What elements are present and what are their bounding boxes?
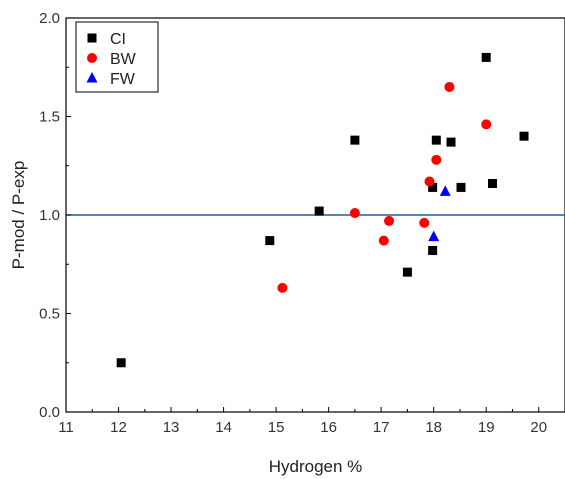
data-point-ci: [432, 136, 441, 145]
legend-label-fw: FW: [110, 71, 136, 88]
data-point-bw: [444, 82, 454, 92]
data-point-bw: [481, 119, 491, 129]
data-point-ci: [456, 183, 465, 192]
y-tick-label: 1.5: [39, 109, 60, 126]
data-point-ci: [117, 358, 126, 367]
y-tick-label: 0.0: [39, 404, 60, 421]
y-tick-label: 0.5: [39, 306, 60, 323]
data-point-ci: [482, 53, 491, 62]
data-point-ci: [403, 268, 412, 277]
legend-label-ci: CI: [110, 31, 126, 48]
x-tick-label: 19: [478, 419, 495, 436]
data-point-bw: [424, 177, 434, 187]
data-point-ci: [350, 136, 359, 145]
data-point-bw: [384, 216, 394, 226]
y-tick-label: 2.0: [39, 10, 60, 27]
x-tick-label: 18: [425, 419, 442, 436]
y-tick-label: 1.0: [39, 207, 60, 224]
legend-label-bw: BW: [110, 51, 137, 68]
x-tick-label: 12: [110, 419, 127, 436]
x-tick-label: 17: [373, 419, 390, 436]
x-tick-label: 15: [268, 419, 285, 436]
x-tick-label: 20: [530, 419, 547, 436]
data-point-bw: [419, 218, 429, 228]
data-point-ci: [315, 207, 324, 216]
x-tick-label: 11: [58, 419, 74, 436]
data-point-ci: [447, 138, 456, 147]
data-point-bw: [277, 283, 287, 293]
data-point-bw: [431, 155, 441, 165]
data-point-ci: [265, 236, 274, 245]
data-point-ci: [488, 179, 497, 188]
legend-marker-bw: [87, 53, 97, 63]
x-tick-label: 13: [163, 419, 180, 436]
x-tick-label: 14: [215, 419, 232, 436]
legend-marker-ci: [88, 34, 97, 43]
legend: CI BW FW: [76, 22, 158, 92]
y-axis-title: P-mod / P-exp: [9, 161, 28, 270]
x-tick-label: 16: [320, 419, 337, 436]
data-point-bw: [350, 208, 360, 218]
x-axis-title: Hydrogen %: [269, 457, 363, 476]
data-point-ci: [428, 246, 437, 255]
data-point-ci: [520, 132, 529, 141]
data-point-bw: [379, 236, 389, 246]
